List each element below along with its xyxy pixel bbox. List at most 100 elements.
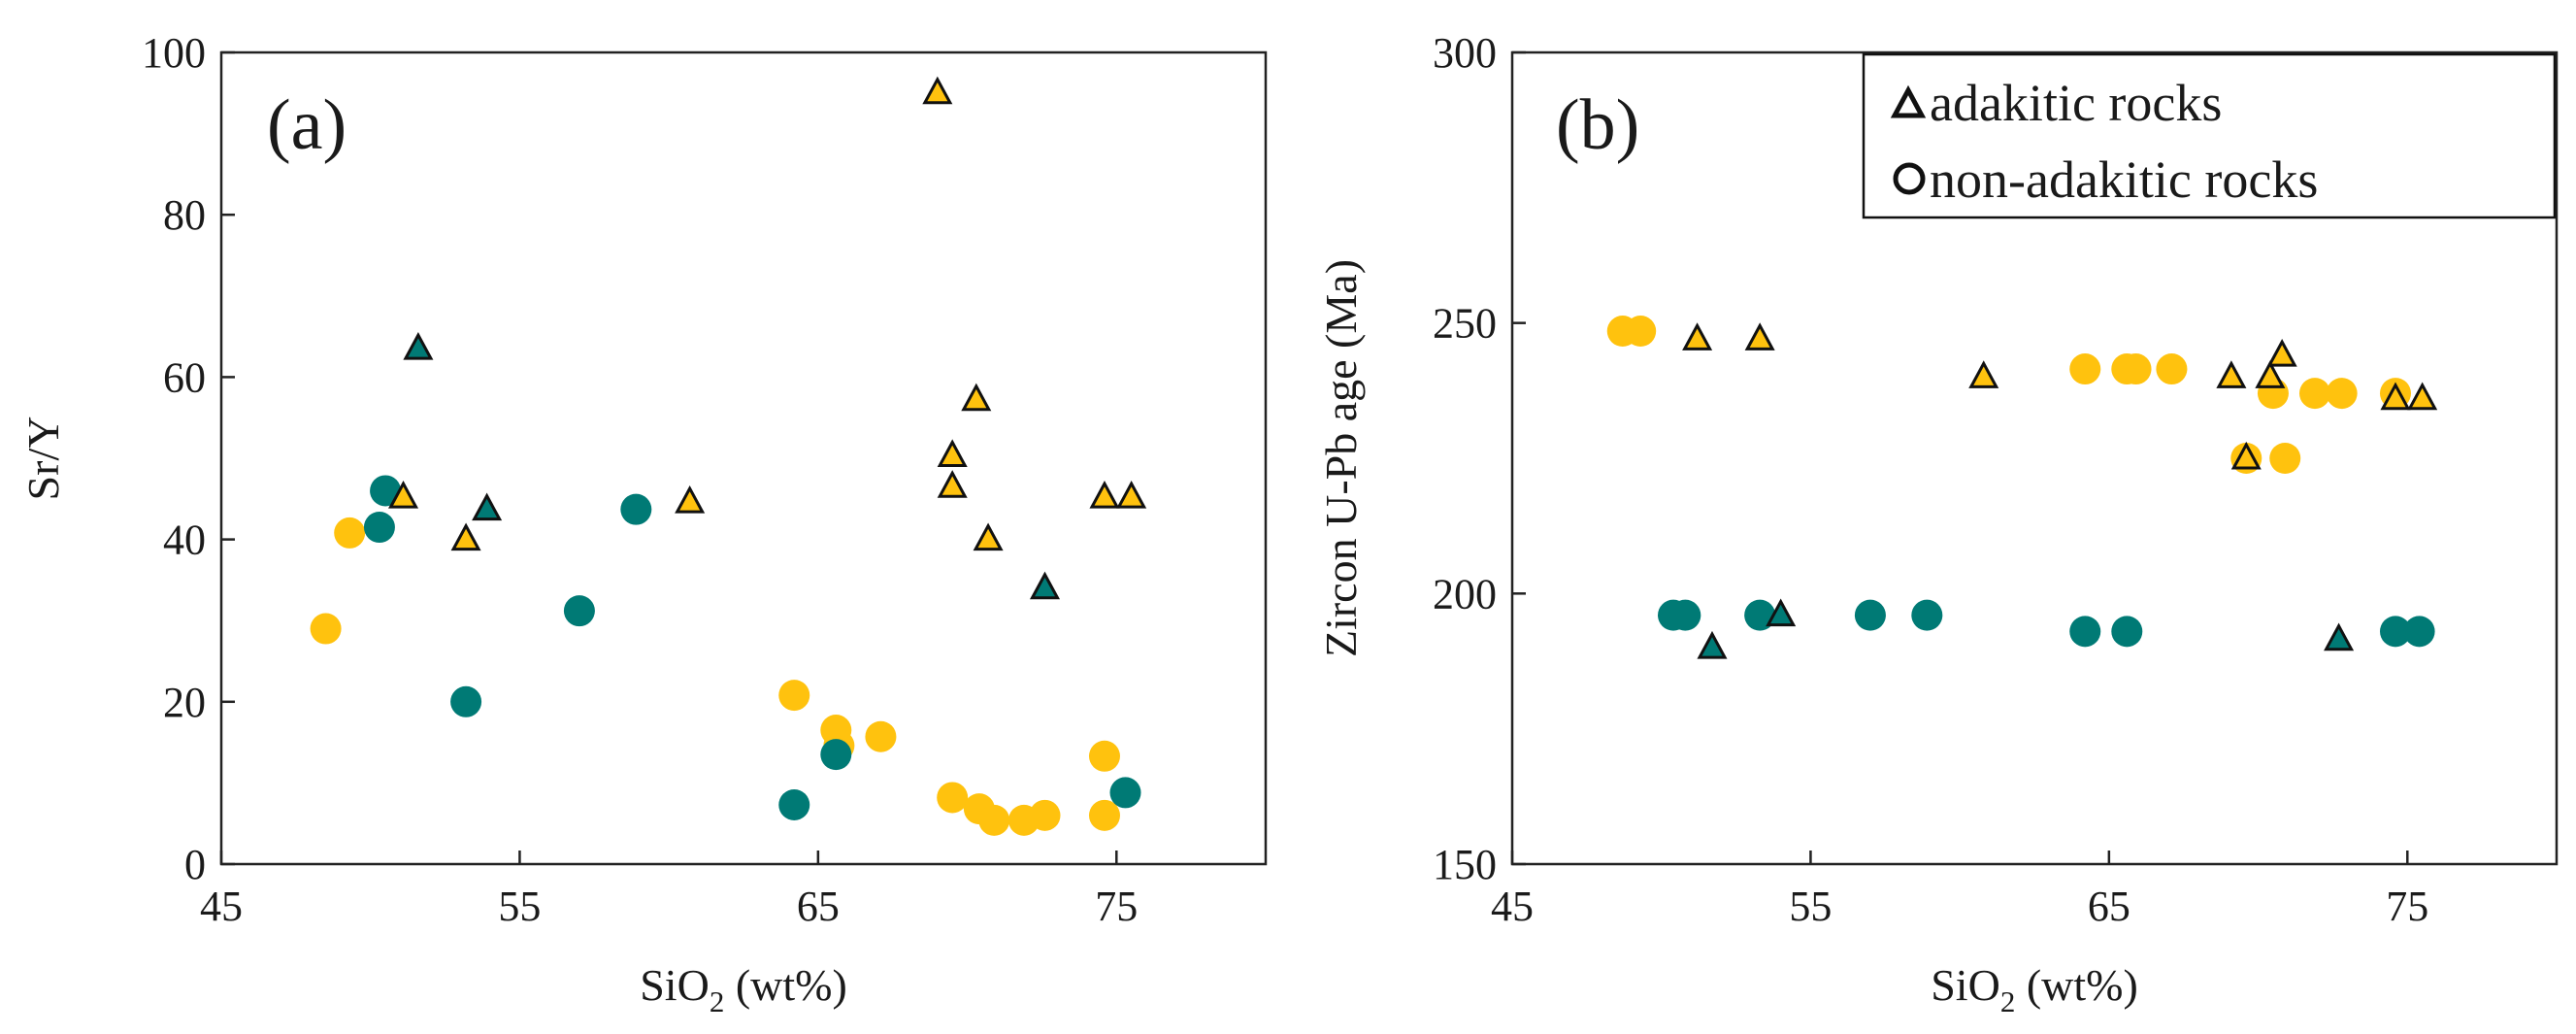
b-non-adakitic-teal-point-4	[1911, 599, 1943, 631]
legend-label-adakitic: adakitic rocks	[1930, 74, 2222, 132]
a-ytick-label-0: 0	[184, 841, 206, 888]
b-adakitic-teal-point-0	[1697, 630, 1728, 659]
panel-a-xlabel-sub: 2	[710, 984, 725, 1018]
panel-a-label: (a)	[267, 85, 347, 165]
a-non-adakitic-teal-point-6	[820, 739, 852, 771]
b-non-adakitic-teal-point-1	[1669, 599, 1701, 631]
panel-b-ylabel: Zircon U-Pb age (Ma)	[1316, 259, 1366, 657]
panel-a-points	[310, 76, 1147, 836]
a-ytick-label-100: 100	[142, 29, 206, 77]
b-xtick-label-65: 65	[2088, 883, 2130, 930]
panel-b-points	[1606, 316, 2438, 659]
a-non-adakitic-teal-point-4	[620, 493, 652, 525]
panel-a-ylabel: Sr/Y	[18, 417, 68, 501]
b-adakitic-yellow-point-6	[2380, 382, 2411, 411]
a-ytick-label-40: 40	[163, 517, 206, 564]
b-adakitic-yellow-point-3	[2216, 360, 2247, 388]
a-adakitic-yellow-point-9	[1116, 480, 1147, 509]
legend-triangle-icon	[1890, 84, 1927, 118]
legend-box	[1862, 52, 2557, 219]
a-non-adakitic-yellow-point-8	[978, 804, 1010, 836]
a-non-adakitic-teal-point-2	[450, 685, 482, 717]
panel-b-xlabel: SiO2 (wt%)	[1931, 960, 2138, 1018]
a-adakitic-yellow-point-8	[1089, 480, 1120, 509]
b-non-adakitic-yellow-point-8	[2326, 378, 2358, 410]
legend: adakitic rocks non-adakitic rocks	[1862, 52, 2557, 219]
b-non-adakitic-yellow-point-1	[1625, 316, 1657, 348]
b-xtick-label-55: 55	[1789, 883, 1832, 930]
b-adakitic-teal-point-2	[2324, 622, 2355, 651]
a-ytick-label-60: 60	[163, 353, 206, 401]
a-non-adakitic-teal-point-3	[563, 595, 595, 627]
a-non-adakitic-yellow-point-1	[334, 517, 366, 549]
a-ytick-label-80: 80	[163, 191, 206, 239]
b-non-adakitic-teal-point-6	[2111, 616, 2143, 648]
b-ytick-label-300: 300	[1433, 29, 1497, 77]
b-xtick-label-75: 75	[2386, 883, 2428, 930]
panel-b-xlabel-sub: 2	[2000, 984, 2016, 1018]
a-non-adakitic-yellow-point-10	[1029, 799, 1061, 831]
a-non-adakitic-teal-point-1	[370, 475, 402, 507]
panel-b-label: (b)	[1556, 85, 1639, 165]
panel-b-xlabel-unit: (wt%)	[2015, 960, 2137, 1010]
b-ytick-label-150: 150	[1433, 841, 1497, 888]
b-non-adakitic-teal-point-7	[2379, 616, 2411, 648]
b-non-adakitic-teal-point-5	[2069, 616, 2101, 648]
panel-a-xlabel-main: SiO	[640, 960, 710, 1010]
b-adakitic-yellow-point-5	[2266, 338, 2297, 367]
b-non-adakitic-teal-point-3	[1854, 599, 1886, 631]
legend-circle-icon	[1893, 162, 1926, 195]
a-adakitic-yellow-point-0	[388, 480, 419, 509]
a-non-adakitic-yellow-point-2	[778, 680, 810, 712]
a-non-adakitic-teal-point-7	[1109, 777, 1141, 809]
panel-a-xlabel-unit: (wt%)	[724, 960, 846, 1010]
a-adakitic-yellow-point-5	[937, 470, 968, 498]
a-ytick-label-20: 20	[163, 679, 206, 726]
b-adakitic-yellow-point-8	[2230, 441, 2262, 470]
b-non-adakitic-yellow-point-2	[2069, 353, 2101, 385]
panel-b-xlabel-main: SiO	[1931, 960, 2000, 1010]
b-adakitic-teal-point-1	[1766, 598, 1797, 627]
a-adakitic-teal-point-1	[472, 492, 503, 521]
b-ytick-label-250: 250	[1433, 300, 1497, 348]
b-non-adakitic-teal-point-8	[2403, 616, 2435, 648]
a-adakitic-yellow-point-2	[675, 484, 706, 514]
b-non-adakitic-yellow-point-11	[2269, 443, 2301, 474]
a-adakitic-yellow-point-1	[450, 522, 481, 551]
a-adakitic-yellow-point-6	[961, 383, 992, 412]
a-adakitic-teal-point-2	[1029, 571, 1061, 600]
a-xtick-label-55: 55	[498, 883, 541, 930]
b-adakitic-yellow-point-2	[1968, 360, 1999, 388]
a-non-adakitic-yellow-point-5	[865, 720, 897, 752]
a-non-adakitic-yellow-point-6	[937, 782, 969, 814]
a-non-adakitic-yellow-point-0	[310, 613, 342, 645]
b-adakitic-yellow-point-4	[2255, 360, 2286, 388]
panel-b: 150 200 250 300 45 55 65 75 (b) Zircon U-Pb age…	[1316, 29, 2559, 1018]
a-non-adakitic-teal-point-0	[363, 512, 395, 544]
panel-b-frame	[1510, 50, 2559, 866]
a-adakitic-teal-point-0	[403, 331, 434, 360]
b-adakitic-yellow-point-7	[2407, 382, 2438, 411]
a-xtick-label-75: 75	[1095, 883, 1138, 930]
b-xtick-label-45: 45	[1491, 883, 1534, 930]
panel-a-xlabel: SiO2 (wt%)	[640, 960, 847, 1018]
b-ytick-label-200: 200	[1433, 570, 1497, 617]
a-non-adakitic-teal-point-5	[778, 788, 810, 820]
a-xtick-label-45: 45	[200, 883, 243, 930]
b-adakitic-yellow-point-0	[1682, 322, 1713, 350]
b-non-adakitic-yellow-point-5	[2156, 353, 2188, 385]
panel-a-frame	[219, 50, 1268, 866]
b-adakitic-yellow-point-1	[1744, 322, 1775, 350]
a-adakitic-yellow-point-3	[922, 76, 953, 105]
b-non-adakitic-yellow-point-7	[2298, 378, 2330, 410]
panel-a: 0 20 40 60 80 100 45 55 65 75 (a) Sr/Y SiO2 (wt%)	[18, 29, 1268, 1018]
panel-b-ticks: 150 200 250 300 45 55 65 75	[1433, 29, 2428, 930]
legend-label-non-adakitic: non-adakitic rocks	[1930, 150, 2318, 209]
b-non-adakitic-yellow-point-4	[2120, 353, 2152, 385]
a-non-adakitic-yellow-point-12	[1088, 799, 1120, 831]
a-non-adakitic-yellow-point-11	[1088, 740, 1120, 772]
a-adakitic-yellow-point-4	[937, 439, 968, 467]
a-adakitic-yellow-point-7	[973, 522, 1004, 551]
a-xtick-label-65: 65	[797, 883, 840, 930]
